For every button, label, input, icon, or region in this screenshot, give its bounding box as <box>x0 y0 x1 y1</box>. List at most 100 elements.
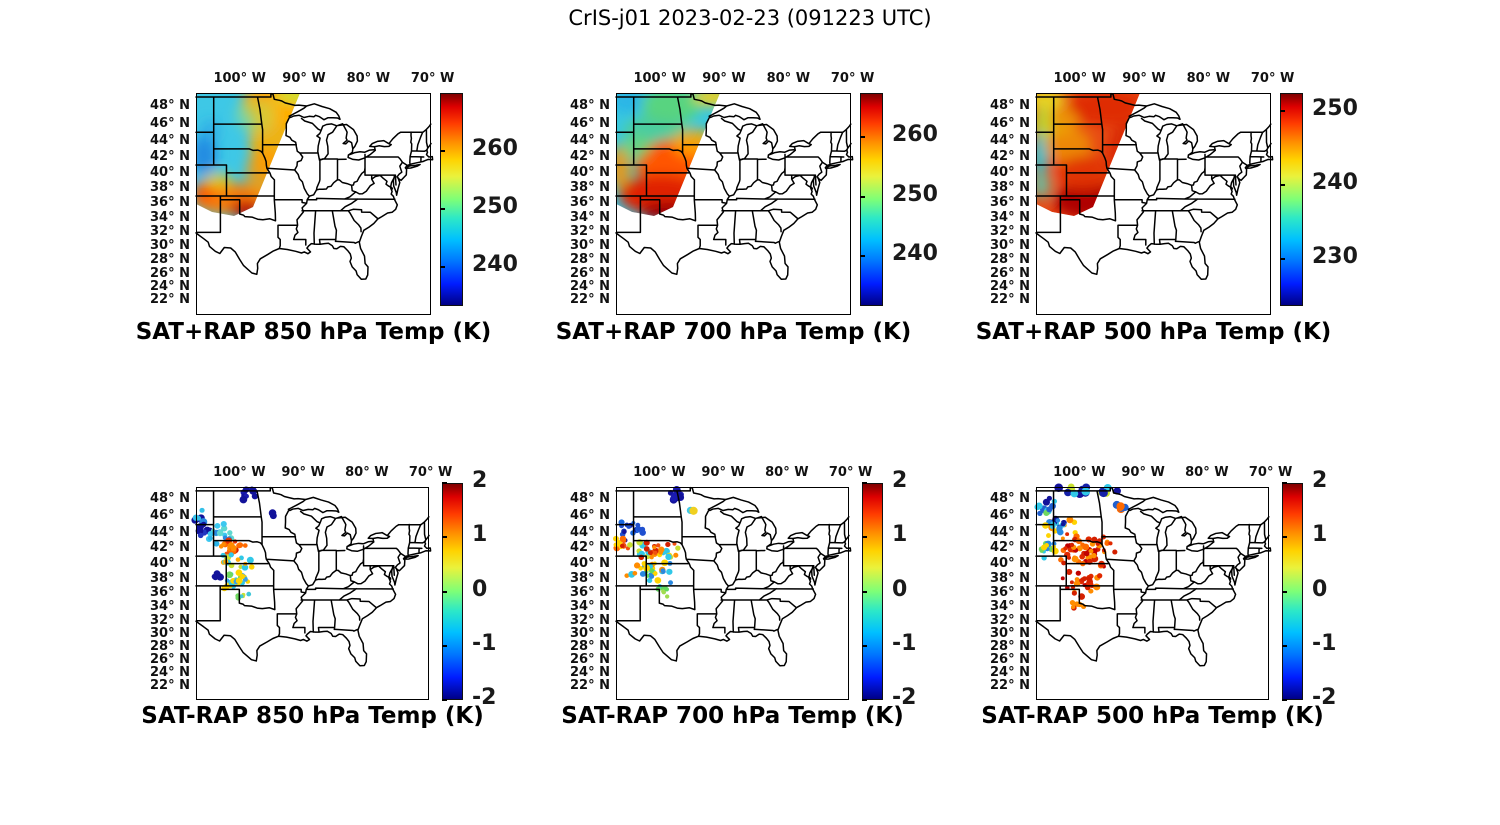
panel-sat-plus-rap-700: 100° W 90° W 80° W 70° W 48° N 46° N 44° N 42° … <box>556 71 938 345</box>
colorbar-gradient <box>860 93 883 306</box>
lat-tick-label: 22° N <box>990 291 1030 307</box>
lat-tick-label: 30° N <box>150 626 190 642</box>
lat-tick-label: 26° N <box>990 265 1030 281</box>
colorbar-tick-label: 260 <box>892 122 938 148</box>
colorbar-sat-minus-rap-500: 2 1 0 -1 -2 <box>1282 468 1336 710</box>
lat-tick-label: 26° N <box>570 265 610 281</box>
lat-tick-label: 26° N <box>150 652 190 668</box>
lon-tick-label: 100° W <box>633 71 686 86</box>
lat-tick-label: 44° N <box>570 524 610 540</box>
lat-tick-label: 32° N <box>570 612 610 628</box>
panel-title: SAT-RAP 500 hPa Temp (K) <box>981 703 1324 729</box>
lon-tick-label: 80° W <box>1186 71 1231 86</box>
colorbar-tick <box>440 265 445 268</box>
lat-tick-label: 36° N <box>570 195 610 211</box>
colorbar-sat-minus-rap-850: 2 1 0 -1 -2 <box>442 468 496 710</box>
lat-tick-label: 38° N <box>570 570 610 586</box>
lon-tick-label: 100° W <box>1053 71 1106 86</box>
lat-tick-label: 22° N <box>150 291 190 307</box>
colorbar-tick <box>862 590 867 593</box>
lat-tick-label: 24° N <box>570 278 610 294</box>
colorbar-tick-label: -2 <box>1312 685 1337 710</box>
lon-tick-label: 80° W <box>765 465 809 480</box>
colorbar-tick-label: 1 <box>1312 522 1328 548</box>
colorbar-gradient <box>1280 93 1303 306</box>
lon-tick-label: 80° W <box>1185 465 1229 480</box>
colorbar-tick <box>862 644 867 647</box>
colorbar-tick-label: 0 <box>892 576 908 602</box>
colorbar-tick <box>862 536 867 539</box>
colorbar-tick <box>1282 482 1287 484</box>
lon-tick-label: 70° W <box>828 465 873 480</box>
lon-tick-label: 70° W <box>410 71 455 86</box>
lon-tick-label: 70° W <box>1248 465 1293 480</box>
colorbar-tick-label: 0 <box>472 576 488 602</box>
lat-tick-label: 34° N <box>150 599 190 615</box>
lon-tick-label: 80° W <box>345 465 389 480</box>
lat-tick-label: 28° N <box>150 252 190 268</box>
colorbar-tick-label: 240 <box>892 240 938 266</box>
lat-tick-label: 48° N <box>990 491 1030 507</box>
lat-tick-label: 48° N <box>570 491 610 507</box>
lat-tick-label: 28° N <box>990 639 1030 655</box>
map-sat-plus-rap-700 <box>616 93 851 315</box>
panel-sat-minus-rap-700: 100° W 90° W 80° W 70° W 48° N 46° N 44° N 42° … <box>561 465 916 729</box>
lon-tick-label: 100° W <box>213 465 266 480</box>
panel-sat-minus-rap-850: 100° W 90° W 80° W 70° W 48° N 46° N 44° N 42° … <box>141 465 496 729</box>
panel-title: SAT-RAP 850 hPa Temp (K) <box>141 703 484 729</box>
lat-tick-label: 44° N <box>990 524 1030 540</box>
lat-tick-label: 42° N <box>990 540 1030 556</box>
colorbar-tick <box>1280 184 1285 187</box>
colorbar-tick <box>442 536 447 539</box>
lon-tick-label: 90° W <box>702 71 746 86</box>
panel-sat-plus-rap-850: 100° W 90° W 80° W 70° W 48° N 46° N 44° N 42° … <box>136 71 518 345</box>
lat-tick-label: 42° N <box>150 540 190 556</box>
lat-tick-label: 40° N <box>570 164 610 180</box>
colorbar-tick <box>1280 258 1285 261</box>
lat-tick-label: 34° N <box>990 210 1030 226</box>
colorbar-tick-label: 250 <box>892 181 938 207</box>
lat-tick-label: 38° N <box>150 570 190 586</box>
lat-tick-label: 30° N <box>150 238 190 254</box>
colorbar-tick <box>1282 644 1287 647</box>
panel-sat-plus-rap-500: 100° W 90° W 80° W 70° W 48° N 46° N 44° N 42° … <box>976 71 1358 345</box>
lat-tick-label: 44° N <box>570 132 610 148</box>
lat-tick-label: 46° N <box>990 115 1030 131</box>
lon-tick-label: 90° W <box>1121 465 1165 480</box>
lat-tick-label: 40° N <box>150 555 190 571</box>
lat-tick-label: 40° N <box>570 555 610 571</box>
lat-tick-label: 24° N <box>150 665 190 681</box>
lat-tick-label: 42° N <box>990 149 1030 165</box>
lat-tick-label: 46° N <box>150 115 190 131</box>
lat-tick-label: 40° N <box>990 555 1030 571</box>
lon-tick-label: 90° W <box>282 71 326 86</box>
lat-tick-label: 28° N <box>150 639 190 655</box>
map-sat-plus-rap-500 <box>1036 93 1271 315</box>
lon-tick-label: 80° W <box>766 71 811 86</box>
colorbar-tick <box>1282 590 1287 593</box>
figure-title: CrIS-j01 2023-02-23 (091223 UTC) <box>568 6 932 30</box>
lat-tick-label: 24° N <box>150 278 190 294</box>
lat-tick-label: 28° N <box>570 252 610 268</box>
lat-tick-label: 32° N <box>150 224 190 240</box>
lon-tick-label: 70° W <box>1250 71 1295 86</box>
panel-title: SAT+RAP 850 hPa Temp (K) <box>135 319 492 345</box>
colorbar-tick-label: 2 <box>892 468 908 493</box>
lat-tick-label: 32° N <box>990 612 1030 628</box>
lat-tick-label: 44° N <box>990 132 1030 148</box>
lon-tick-label: 80° W <box>346 71 391 86</box>
lat-tick-label: 46° N <box>570 115 610 131</box>
lon-tick-label: 100° W <box>213 71 266 86</box>
lon-tick-label: 90° W <box>701 465 745 480</box>
colorbar-tick-label: 250 <box>1312 95 1358 121</box>
lat-tick-label: 42° N <box>570 540 610 556</box>
colorbar-tick-label: 240 <box>472 251 518 277</box>
colorbar-tick <box>1280 109 1285 112</box>
colorbar-sat-plus-rap-850: 260 250 240 <box>440 93 518 306</box>
lat-tick-label: 30° N <box>570 626 610 642</box>
lat-tick-label: 28° N <box>570 639 610 655</box>
lat-tick-label: 26° N <box>570 652 610 668</box>
lat-tick-label: 48° N <box>990 98 1030 113</box>
lat-tick-label: 36° N <box>150 584 190 600</box>
